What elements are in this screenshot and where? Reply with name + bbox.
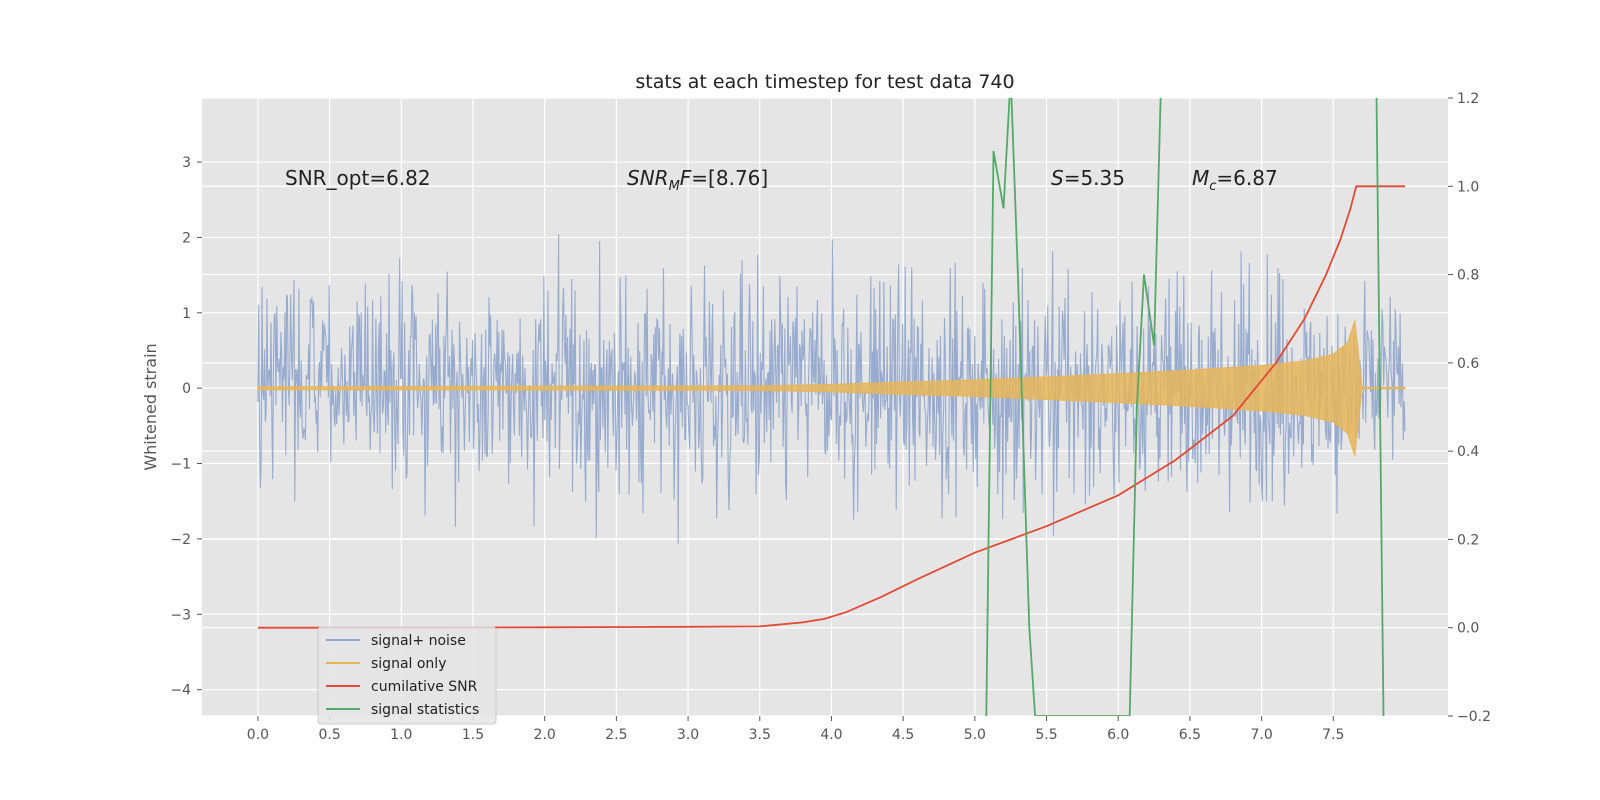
x-tick-label: 3.5 — [749, 727, 771, 743]
y2-tick-label: 0.4 — [1457, 444, 1479, 460]
x-tick-label: 1.5 — [462, 727, 484, 743]
s-value: =5.35 — [1064, 166, 1125, 190]
cumilative-snr-line — [257, 185, 1405, 629]
y-tick-label: 3 — [182, 155, 191, 171]
x-tick-label: 7.5 — [1322, 727, 1344, 743]
x-tick-label: 0.5 — [318, 727, 340, 743]
annotation-snr-opt: SNR_opt=6.82 — [285, 166, 431, 190]
y-axis-label: Whitened strain — [141, 343, 160, 470]
x-tick-label: 6.0 — [1107, 727, 1129, 743]
y2-tick-label: 0.8 — [1457, 268, 1479, 284]
x-tick-label: 5.5 — [1035, 727, 1057, 743]
y-tick-label: −2 — [170, 532, 191, 548]
series-signal-plus-noise — [257, 234, 1406, 544]
y-tick-label: 2 — [182, 230, 191, 246]
y-tick-label: −1 — [170, 457, 191, 473]
x-tick-label: 6.5 — [1179, 727, 1201, 743]
x-tick-label: 7.0 — [1250, 727, 1272, 743]
snr-mf-symbol: SNR — [627, 166, 669, 190]
y-tick-label: 1 — [182, 306, 191, 322]
y2-tick-label: 1.2 — [1457, 91, 1479, 107]
annotation-s: S=5.35 — [1051, 166, 1125, 190]
y2-tick-label: 0.0 — [1457, 621, 1479, 637]
snr-mf-symbol-2: F — [680, 166, 692, 190]
x-tick-label: 4.5 — [892, 727, 914, 743]
legend-box — [317, 626, 497, 725]
legend-label-signal-statistics: signal statistics — [371, 702, 479, 718]
s-symbol: S — [1051, 166, 1064, 190]
signal-only-envelope — [257, 320, 1406, 457]
y2-tick-label: 0.2 — [1457, 532, 1479, 548]
x-tick-label: 3.0 — [677, 727, 699, 743]
y-tick-label: −4 — [170, 683, 191, 699]
legend-label-cumilative-snr: cumilative SNR — [371, 679, 478, 695]
chart-title: stats at each timestep for test data 740 — [635, 71, 1014, 93]
ticks: 0.0 0.5 1.0 1.5 2.0 2.5 3.0 3.5 4.0 4.5 5.0 5.5 6.0 6… — [170, 91, 1491, 743]
x-tick-label: 5.0 — [964, 727, 986, 743]
annotation-snr-mf: SNRMF=[8.76] — [627, 166, 768, 194]
x-tick-label: 2.5 — [605, 727, 627, 743]
y2-tick-label: 0.6 — [1457, 356, 1479, 372]
signal-plus-noise-line — [257, 234, 1406, 544]
mc-value: =6.87 — [1216, 166, 1277, 190]
x-tick-label: 0.0 — [247, 727, 269, 743]
legend-label-signal-only: signal only — [371, 656, 446, 672]
series-lines — [257, 98, 1405, 716]
x-tick-label: 4.0 — [820, 727, 842, 743]
series-signal-only — [257, 320, 1406, 457]
snr-mf-subscript: M — [669, 179, 680, 194]
snr-mf-value: =[8.76] — [691, 166, 768, 190]
mc-symbol: M — [1192, 166, 1209, 190]
legend: signal+ noise signal only cumilative SNR… — [317, 626, 497, 725]
annotation-mc: Mc=6.87 — [1192, 166, 1278, 194]
signal-statistics-line — [985, 98, 1385, 716]
y2-tick-label: −0.2 — [1457, 709, 1491, 725]
mc-subscript: c — [1209, 179, 1216, 194]
y2-tick-label: 1.0 — [1457, 179, 1479, 195]
x-tick-label: 2.0 — [534, 727, 556, 743]
legend-label-signal-plus-noise: signal+ noise — [371, 633, 466, 649]
x-tick-label: 1.0 — [390, 727, 412, 743]
y-tick-label: −3 — [170, 607, 191, 623]
y-tick-label: 0 — [182, 381, 191, 397]
